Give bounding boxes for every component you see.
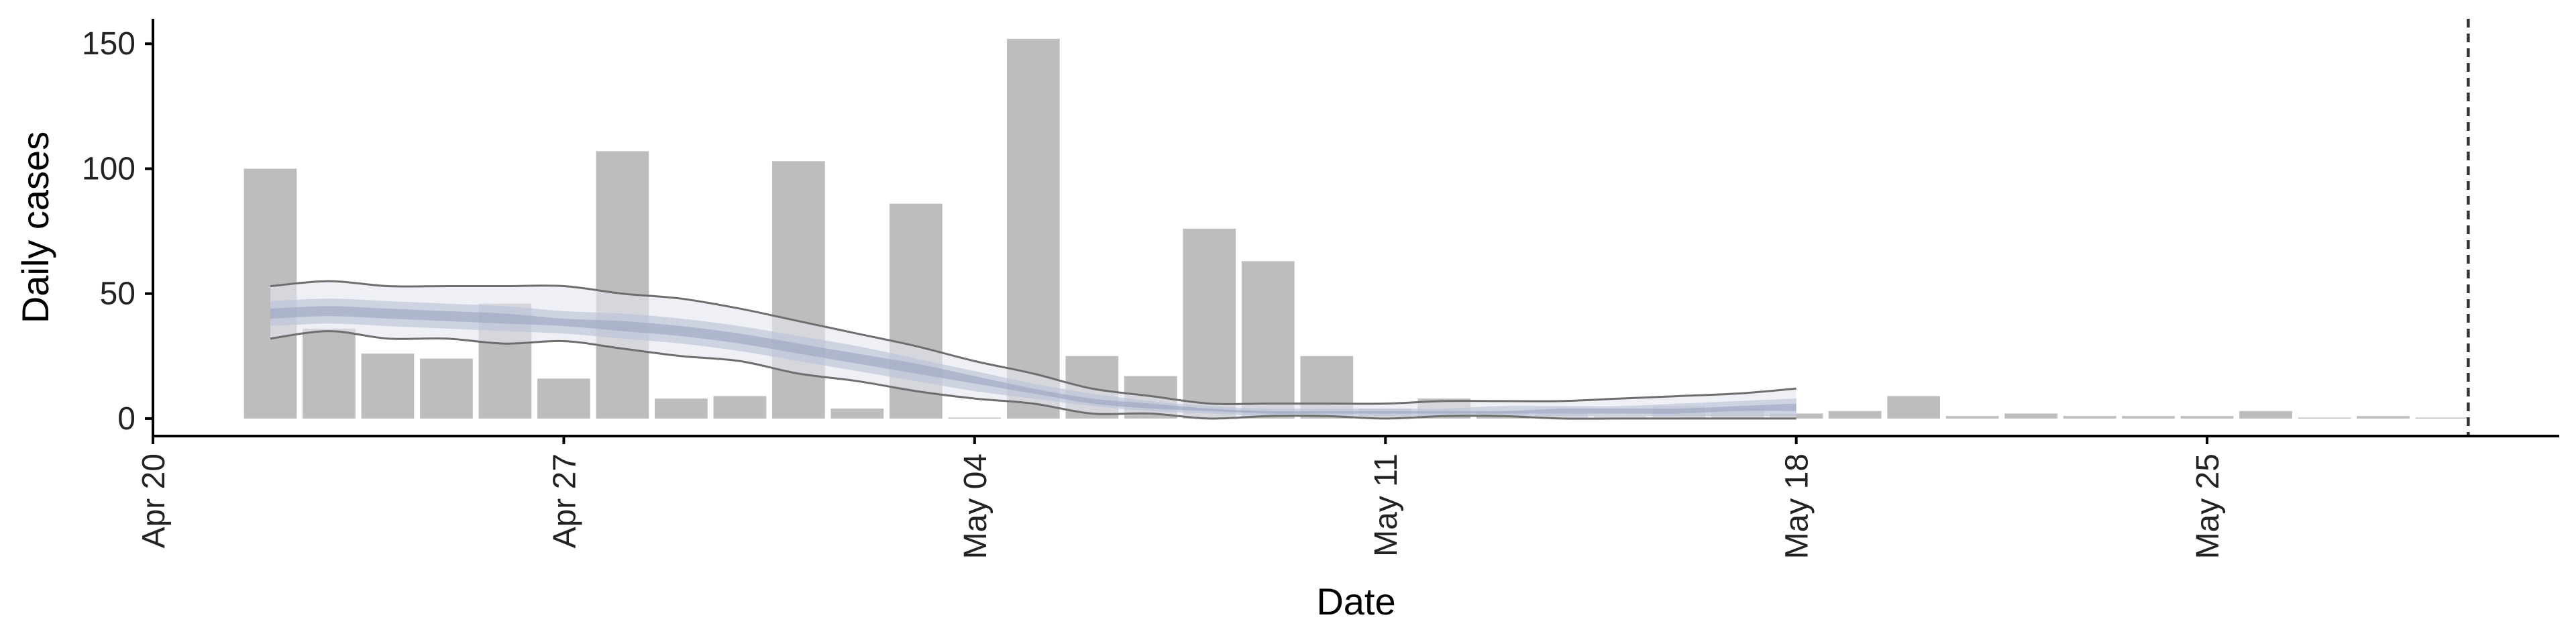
y-tick-label: 100 [82, 151, 136, 186]
case-bar [596, 151, 649, 419]
case-bar [1770, 413, 1823, 419]
case-bar [2004, 413, 2057, 419]
case-bar [537, 378, 590, 419]
case-bar [2239, 411, 2292, 419]
x-tick-label: May 11 [1368, 453, 1404, 557]
estimate-band-20 [270, 306, 1796, 414]
case-bar [1006, 38, 1060, 419]
x-tick-label: May 25 [2190, 453, 2226, 559]
y-axis-ticks: 0 50 100 150 [82, 26, 153, 437]
x-tick-label: May 18 [1780, 453, 1815, 559]
case-bar [655, 398, 708, 419]
case-bar [2063, 416, 2116, 419]
estimate-lower-line [270, 330, 1796, 420]
case-bar [2298, 417, 2351, 419]
case-bar [1945, 416, 1999, 419]
case-bar [948, 417, 1002, 419]
case-bar [1887, 396, 1940, 419]
estimate-upper-line [270, 280, 1796, 405]
y-tick-label: 50 [100, 276, 136, 312]
x-axis-title: Date [1316, 580, 1395, 623]
x-tick-label: Apr 27 [547, 453, 582, 548]
y-axis-title: Daily cases [14, 131, 56, 323]
case-bar [1828, 411, 1882, 419]
case-bar [2180, 416, 2234, 419]
axes: 0 50 100 150 Apr 20 Apr 27 May 04 May 11 May 18… [82, 19, 2559, 559]
y-tick-label: 0 [117, 401, 136, 437]
y-tick-label: 150 [82, 26, 136, 62]
estimate-bands [270, 281, 1796, 419]
case-bar [2415, 417, 2469, 419]
x-tick-label: May 04 [958, 453, 994, 559]
x-axis-ticks: Apr 20 Apr 27 May 04 May 11 May 18 May 25 [136, 436, 2226, 559]
case-bar [1183, 228, 1236, 419]
case-bar [1241, 261, 1295, 419]
case-bar [303, 328, 356, 419]
estimate-bound-lines [270, 280, 1796, 420]
case-bar [361, 354, 415, 419]
estimate-band-90 [270, 281, 1796, 419]
case-bar [2122, 416, 2175, 419]
case-bar [420, 358, 473, 419]
case-bar [2357, 416, 2410, 419]
x-tick-label: Apr 20 [136, 453, 172, 548]
case-bar [713, 396, 767, 419]
case-bar [772, 161, 825, 419]
case-bars [244, 38, 2469, 419]
case-bar [830, 409, 884, 419]
